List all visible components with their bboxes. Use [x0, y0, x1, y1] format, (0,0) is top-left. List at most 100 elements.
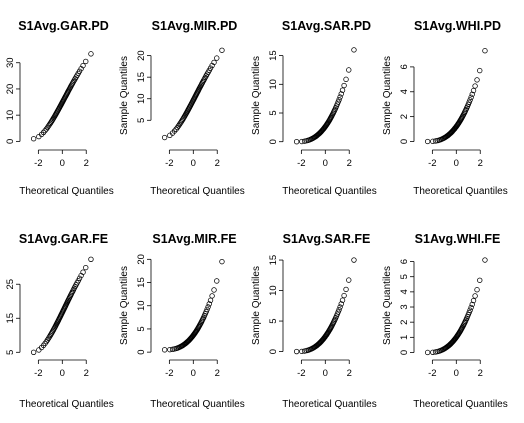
y-tick-label: 10	[5, 110, 16, 121]
y-tick-label: 15	[268, 50, 279, 61]
x-tick-label: 2	[478, 368, 483, 379]
data-point	[30, 136, 37, 142]
data-point	[472, 83, 478, 89]
y-tick-label: 5	[136, 118, 147, 123]
x-tick-label: 0	[454, 158, 459, 169]
data-point	[177, 120, 184, 126]
y-tick-label: 6	[399, 259, 410, 264]
x-axis-label: Theoretical Quantiles	[150, 186, 245, 197]
y-tick-label: 10	[136, 300, 147, 311]
data-point	[176, 121, 183, 128]
panel-title: S1Avg.GAR.PD	[18, 19, 109, 33]
data-point	[474, 77, 480, 83]
data-point	[219, 258, 225, 265]
y-tick-label: 10	[268, 285, 279, 296]
x-tick-label: 2	[215, 158, 220, 169]
data-point	[214, 278, 220, 284]
y-tick-label: 5	[268, 110, 279, 115]
y-tick-label: 20	[136, 254, 147, 265]
data-point	[46, 334, 53, 340]
y-tick-label: 15	[5, 313, 16, 324]
data-point	[337, 304, 343, 310]
x-axis-label: Theoretical Quantiles	[413, 186, 508, 197]
data-point	[45, 123, 52, 129]
x-tick-label: -2	[297, 158, 305, 169]
panel-title: S1Avg.WHI.PD	[414, 19, 501, 33]
data-point	[341, 292, 347, 299]
y-tick-label: 0	[136, 349, 147, 354]
x-tick-label: 0	[323, 158, 328, 169]
qq-panel: S1Avg.GAR.PD -2 0 2 Theoretical Quantiles 0 10…	[5, 19, 114, 197]
data-point	[76, 275, 83, 282]
data-point	[468, 304, 474, 311]
data-point	[339, 297, 346, 303]
data-point	[482, 257, 488, 263]
x-tick-label: -2	[34, 158, 42, 169]
qq-panel: S1Avg.SAR.PD -2 0 2 Theoretical Quantiles 0 5 1…	[251, 19, 377, 197]
data-point	[432, 349, 439, 355]
y-tick-label: 2	[399, 114, 410, 119]
x-axis-label: Theoretical Quantiles	[413, 399, 508, 410]
y-axis-label: Sample Quantiles	[119, 56, 130, 135]
x-tick-label: -2	[165, 368, 173, 379]
data-point	[80, 269, 86, 275]
data-point	[207, 65, 214, 71]
qq-panel: S1Avg.GAR.FE -2 0 2 Theoretical Quantiles 5 15…	[5, 232, 114, 410]
data-point	[83, 58, 89, 65]
x-tick-label: 2	[84, 158, 89, 169]
y-axis-label: Sample Quantiles	[382, 266, 393, 345]
y-tick-label: 1	[399, 335, 410, 340]
panel-title: S1Avg.MIR.FE	[152, 232, 236, 246]
data-point	[424, 349, 431, 356]
y-axis-label: Sample Quantiles	[251, 56, 262, 135]
qq-panel: S1Avg.MIR.FE -2 0 2 Theoretical Quantiles 0 5 1…	[119, 232, 245, 410]
data-point	[293, 348, 300, 355]
data-point	[338, 91, 344, 97]
y-tick-label: 15	[136, 72, 147, 83]
data-point	[88, 256, 94, 262]
data-point	[40, 129, 47, 136]
data-point	[36, 347, 42, 353]
data-point	[336, 307, 342, 313]
data-point	[346, 277, 352, 283]
x-axis-label: Theoretical Quantiles	[282, 186, 377, 197]
data-point	[472, 293, 478, 299]
x-tick-label: 0	[191, 368, 196, 379]
data-point	[83, 264, 89, 271]
data-point	[424, 138, 431, 145]
x-tick-label: 2	[347, 368, 352, 379]
y-axis-label: Sample Quantiles	[119, 266, 130, 345]
y-tick-label: 3	[399, 304, 410, 309]
panel-title: S1Avg.SAR.FE	[283, 232, 371, 246]
x-axis-label: Theoretical Quantiles	[282, 399, 377, 410]
data-point	[293, 139, 300, 145]
data-point	[47, 332, 53, 339]
x-tick-label: 0	[60, 158, 65, 169]
y-tick-label: 10	[268, 79, 279, 90]
x-tick-label: 0	[323, 368, 328, 379]
x-axis-label: Theoretical Quantiles	[19, 399, 114, 410]
x-tick-label: 0	[60, 368, 65, 379]
data-point	[206, 301, 212, 307]
y-axis-label: Sample Quantiles	[382, 56, 393, 135]
data-point	[469, 91, 475, 97]
data-point	[351, 257, 357, 263]
y-tick-label: 5	[268, 318, 279, 323]
data-point	[477, 67, 483, 74]
panel-title: S1Avg.WHI.FE	[415, 232, 501, 246]
data-point	[343, 286, 349, 293]
data-point	[482, 48, 488, 54]
y-tick-label: 4	[399, 289, 410, 294]
data-point	[161, 347, 168, 353]
data-point	[204, 306, 210, 313]
data-point	[161, 134, 168, 141]
data-point	[346, 67, 352, 73]
data-point	[470, 297, 477, 304]
data-point	[211, 287, 217, 293]
x-tick-label: -2	[34, 368, 42, 379]
y-tick-label: 20	[136, 50, 147, 61]
x-tick-label: 2	[84, 368, 89, 379]
data-point	[335, 309, 341, 315]
data-point	[336, 97, 342, 103]
x-tick-label: -2	[428, 368, 436, 379]
